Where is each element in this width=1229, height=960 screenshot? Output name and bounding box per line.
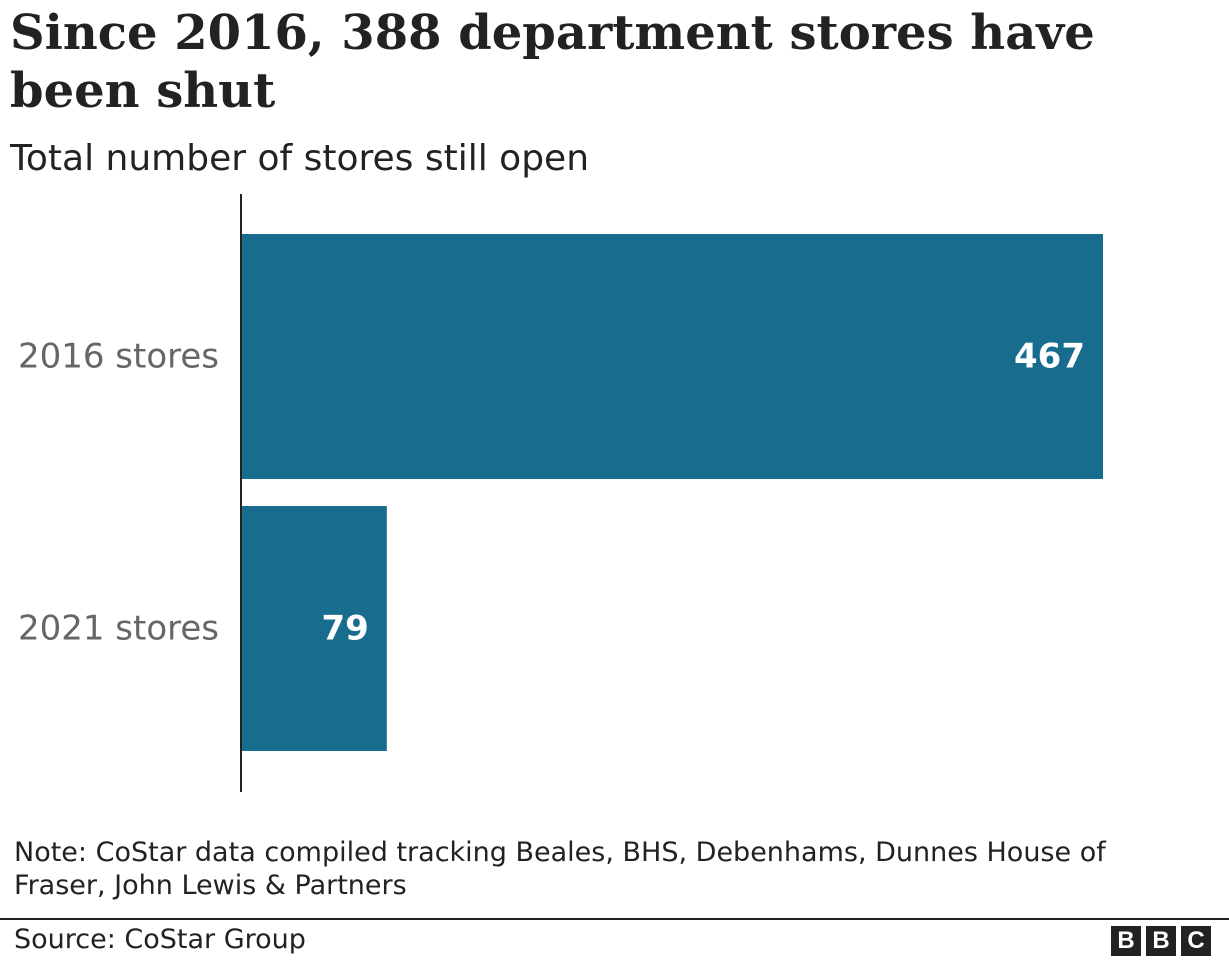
chart-title: Since 2016, 388 department stores have b…: [10, 5, 1095, 119]
bar-2016-stores: [241, 234, 1103, 479]
category-label: 2021 stores: [18, 609, 219, 649]
logo-letter: B: [1111, 926, 1141, 956]
footer-divider: [0, 918, 1229, 920]
bar-2021-stores: [241, 506, 387, 751]
source-credit: Source: CoStar Group: [14, 924, 306, 955]
category-label: 2016 stores: [18, 337, 219, 377]
bars-layer: 2016 stores 467 2021 stores 79: [18, 234, 1103, 751]
bar-chart: 2016 stores 467 2021 stores 79: [18, 194, 1103, 792]
footnote: Note: CoStar data compiled tracking Beal…: [14, 837, 1106, 901]
bbc-logo: B B C: [1111, 926, 1211, 956]
chart-subtitle: Total number of stores still open: [10, 138, 590, 179]
value-label: 79: [321, 609, 368, 649]
logo-letter: B: [1146, 926, 1176, 956]
logo-letter: C: [1181, 926, 1211, 956]
value-label: 467: [1014, 337, 1085, 377]
